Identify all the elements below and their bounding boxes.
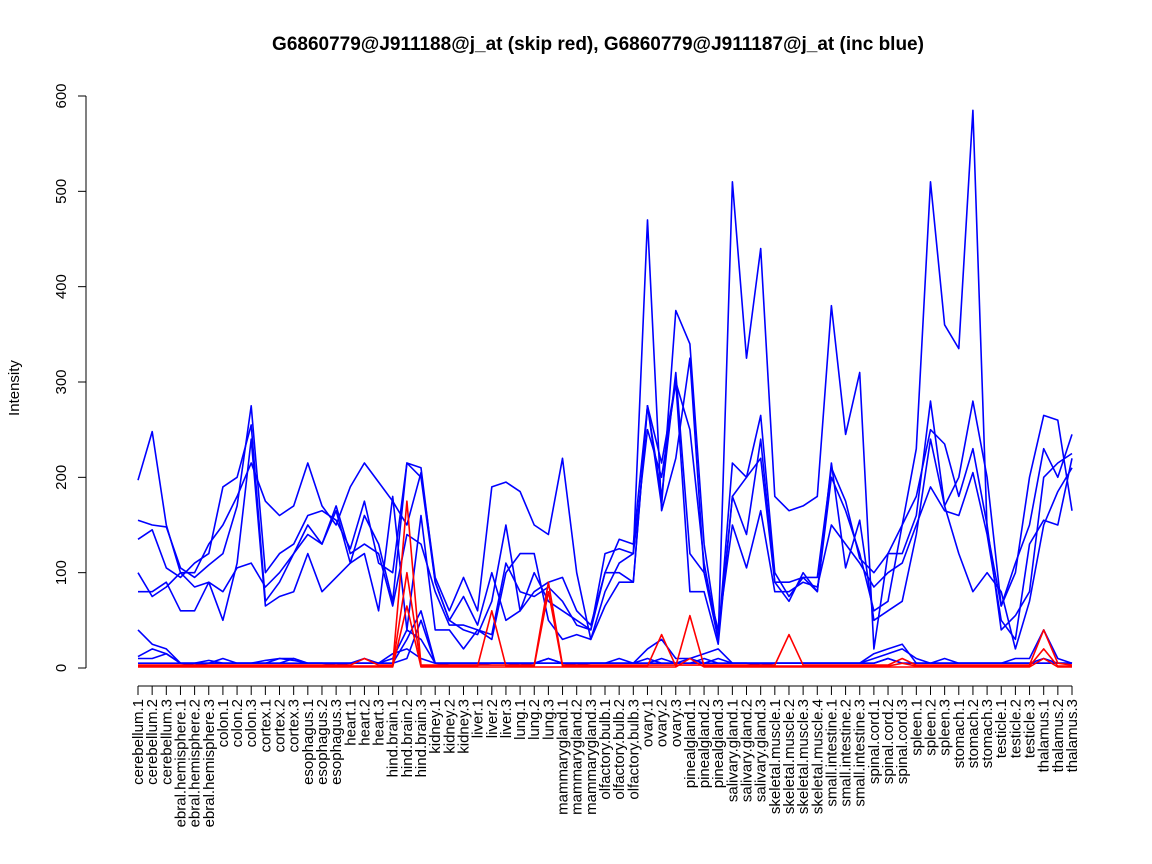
series-line-skip-12 [138,605,1072,668]
x-tick-label: salivary.gland.1 [724,699,741,802]
x-tick-label: hind.brain.3 [413,699,430,777]
x-tick-label: colon.1 [215,699,232,747]
x-tick-label: ebral.hemisphere.3 [201,699,218,827]
x-tick-label: salivary.gland.3 [753,699,770,802]
x-tick-label: skeletal.muscle.3 [795,699,812,814]
x-tick-label: cerebellum.1 [130,699,147,785]
x-tick-label: cerebellum.2 [144,699,161,785]
x-tick-label: esophagus.3 [328,699,345,785]
x-tick-label: skeletal.muscle.1 [767,699,784,814]
y-tick-label: 300 [53,369,70,394]
x-tick-label: pinealgland.2 [696,699,713,788]
x-tick-label: heart.2 [356,699,373,746]
x-tick-label: stomach.3 [979,699,996,768]
x-tick-label: liver.2 [484,699,501,738]
x-tick-label: lung.3 [540,699,557,740]
x-tick-label: ovary.3 [668,699,685,747]
y-tick-label: 500 [53,179,70,204]
x-tick-label: colon.2 [229,699,246,747]
x-tick-label: kidney.1 [427,699,444,754]
y-tick-label: 400 [53,274,70,299]
x-tick-label: ebral.hemisphere.1 [172,699,189,827]
x-tick-label: heart.1 [342,699,359,746]
x-tick-label: cortex.3 [286,699,303,752]
x-tick-label: small.intestine.1 [823,699,840,807]
y-tick-label: 0 [53,664,70,672]
x-tick-label: spleen.1 [908,699,925,756]
y-axis: 0 100 200 300 400 500 600 [53,83,87,672]
x-tick-label: spleen.3 [937,699,954,756]
x-tick-label: kidney.2 [441,699,458,754]
x-tick-label: hind.brain.2 [399,699,416,777]
x-tick-label: thalamus.2 [1050,699,1067,772]
y-tick-label: 600 [53,83,70,108]
x-tick-label: thalamus.1 [1036,699,1053,772]
x-tick-label: salivary.gland.2 [739,699,756,802]
series-line-inc-5 [138,381,1073,650]
x-tick-label: testicle.3 [1022,699,1039,758]
x-tick-label: spinal.cord.2 [880,699,897,784]
x-tick-label: testicle.2 [1007,699,1024,758]
x-tick-label: olfactory.bulb.2 [611,699,628,800]
x-tick-label: lung.2 [526,699,543,740]
x-tick-label: pinealgland.3 [710,699,727,788]
x-tick-label: liver.1 [470,699,487,738]
x-tick-label: skeletal.muscle.2 [781,699,798,814]
x-tick-label: cortex.2 [272,699,289,752]
series-line-inc-6 [137,629,1073,666]
y-axis-label: Intensity [6,360,23,416]
x-tick-label: esophagus.1 [300,699,317,785]
x-tick-label: pinealgland.1 [682,699,699,788]
x-tick-label: olfactory.bulb.3 [625,699,642,800]
x-tick-label: stomach.2 [965,699,982,768]
x-tick-label: ovary.1 [639,699,656,747]
x-tick-label: stomach.1 [951,699,968,768]
x-tick-label: small.intestine.3 [852,699,869,807]
series-line-inc-8 [137,609,1072,665]
x-tick-label: mammarygland.2 [569,699,586,815]
y-tick-label: 100 [53,560,70,585]
x-tick-label: skeletal.muscle.4 [809,699,826,814]
x-tick-label: heart.3 [371,699,388,746]
x-tick-label: esophagus.2 [314,699,331,785]
x-tick-label: kidney.3 [455,699,472,754]
series-line-inc-9 [138,619,1072,665]
x-tick-label: cerebellum.3 [158,699,175,785]
x-axis: cerebellum.1cerebellum.2cerebellum.3ebra… [130,685,1081,827]
series-line-inc-4 [137,371,1073,641]
x-tick-label: ebral.hemisphere.2 [187,699,204,827]
x-tick-label: ovary.2 [654,699,671,747]
x-tick-label: hind.brain.1 [385,699,402,777]
x-tick-label: mammarygland.3 [583,699,600,815]
x-tick-label: liver.3 [498,699,515,738]
x-tick-label: lung.1 [512,699,529,740]
x-tick-label: cortex.1 [257,699,274,752]
x-tick-label: colon.3 [243,699,260,747]
x-tick-label: spinal.cord.3 [894,699,911,784]
x-tick-label: thalamus.3 [1064,699,1081,772]
x-tick-label: spleen.2 [922,699,939,756]
x-tick-label: testicle.1 [993,699,1010,758]
chart-title: G6860779@J911188@j_at (skip red), G68607… [272,34,924,55]
x-tick-label: mammarygland.1 [555,699,572,815]
x-tick-label: olfactory.bulb.1 [597,699,614,800]
x-tick-label: spinal.cord.1 [866,699,883,784]
series-line-inc-1 [137,109,1073,650]
x-tick-label: small.intestine.2 [838,699,855,807]
y-tick-label: 200 [53,465,70,490]
series-line-skip-10 [138,500,1073,666]
series-line-skip-11 [138,571,1072,667]
series-layer [137,109,1073,668]
series-line-inc-3 [137,381,1073,641]
